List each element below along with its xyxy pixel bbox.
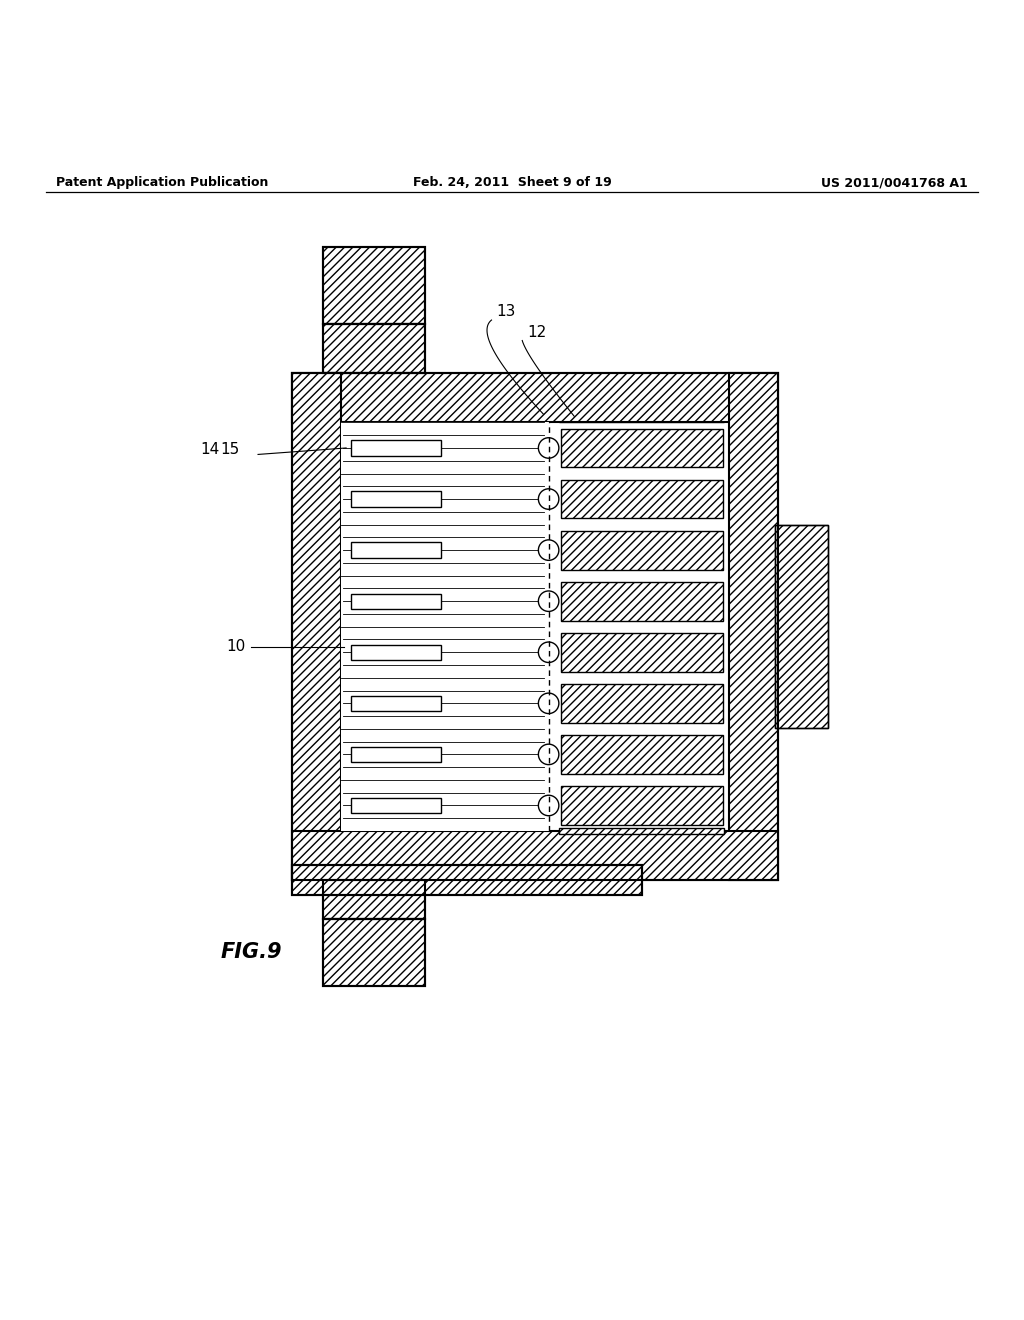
Bar <box>341 422 549 474</box>
Text: 15: 15 <box>220 442 240 457</box>
Bar <box>292 866 642 895</box>
Bar <box>561 684 723 723</box>
Bar <box>561 429 723 467</box>
Bar <box>292 832 778 880</box>
Bar <box>323 880 425 919</box>
Bar <box>351 491 441 507</box>
Bar <box>561 479 723 519</box>
Text: 10: 10 <box>226 639 246 655</box>
Bar <box>561 582 723 620</box>
Text: US 2011/0041768 A1: US 2011/0041768 A1 <box>821 177 968 189</box>
Bar <box>341 729 549 780</box>
Circle shape <box>539 795 559 816</box>
Text: FIG.9: FIG.9 <box>220 942 282 962</box>
Bar <box>341 627 549 677</box>
Bar <box>341 524 549 576</box>
Bar <box>341 576 549 627</box>
Circle shape <box>539 591 559 611</box>
Bar <box>341 677 549 729</box>
Bar <box>775 525 828 729</box>
Bar <box>351 747 441 762</box>
Bar <box>292 866 642 895</box>
Bar <box>341 474 549 524</box>
Bar <box>351 441 441 455</box>
Bar <box>561 632 723 672</box>
Bar <box>561 787 723 825</box>
Text: 14: 14 <box>200 442 219 457</box>
Bar <box>561 735 723 774</box>
Bar <box>561 531 723 569</box>
Text: Feb. 24, 2011  Sheet 9 of 19: Feb. 24, 2011 Sheet 9 of 19 <box>413 177 611 189</box>
Bar <box>323 880 425 919</box>
Bar <box>323 325 425 374</box>
Bar <box>292 374 341 880</box>
Bar <box>351 797 441 813</box>
Bar <box>292 374 778 880</box>
Bar <box>323 919 425 986</box>
Bar <box>323 247 425 325</box>
Circle shape <box>539 488 559 510</box>
Bar <box>292 374 778 422</box>
Bar <box>775 525 828 729</box>
Bar <box>351 696 441 711</box>
Bar <box>323 247 425 325</box>
Bar <box>341 780 549 832</box>
Bar <box>323 325 425 374</box>
Circle shape <box>539 438 559 458</box>
Circle shape <box>539 744 559 764</box>
Text: 13: 13 <box>497 305 516 319</box>
Bar <box>351 543 441 558</box>
Text: Patent Application Publication: Patent Application Publication <box>56 177 268 189</box>
Circle shape <box>539 540 559 561</box>
Bar <box>351 594 441 609</box>
Bar <box>729 374 778 880</box>
Circle shape <box>539 693 559 714</box>
Bar <box>351 644 441 660</box>
Circle shape <box>539 642 559 663</box>
Text: 12: 12 <box>527 325 547 339</box>
Bar <box>559 828 724 834</box>
Bar <box>323 919 425 986</box>
